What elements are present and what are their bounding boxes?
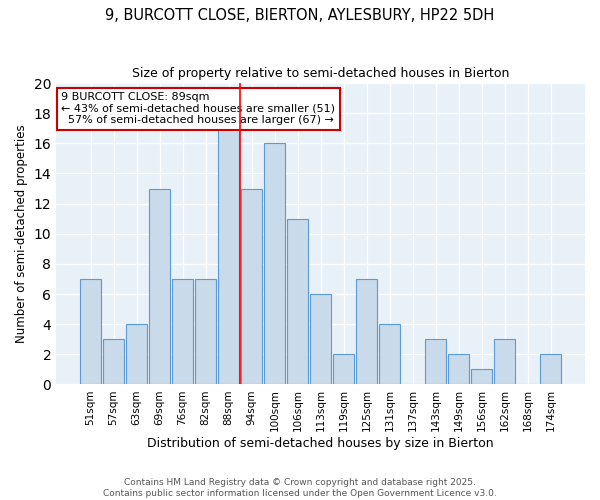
Bar <box>310 294 331 384</box>
Bar <box>425 339 446 384</box>
Bar <box>172 279 193 384</box>
Bar <box>494 339 515 384</box>
Bar <box>379 324 400 384</box>
Text: 9, BURCOTT CLOSE, BIERTON, AYLESBURY, HP22 5DH: 9, BURCOTT CLOSE, BIERTON, AYLESBURY, HP… <box>106 8 494 22</box>
Bar <box>149 188 170 384</box>
Bar <box>218 128 239 384</box>
Bar <box>80 279 101 384</box>
Bar <box>356 279 377 384</box>
Bar <box>264 144 285 384</box>
Bar <box>540 354 561 384</box>
Bar <box>126 324 147 384</box>
Bar <box>471 370 492 384</box>
Bar <box>103 339 124 384</box>
Bar <box>333 354 354 384</box>
Title: Size of property relative to semi-detached houses in Bierton: Size of property relative to semi-detach… <box>132 68 509 80</box>
Text: Contains HM Land Registry data © Crown copyright and database right 2025.
Contai: Contains HM Land Registry data © Crown c… <box>103 478 497 498</box>
Bar <box>195 279 216 384</box>
Bar <box>448 354 469 384</box>
X-axis label: Distribution of semi-detached houses by size in Bierton: Distribution of semi-detached houses by … <box>147 437 494 450</box>
Y-axis label: Number of semi-detached properties: Number of semi-detached properties <box>15 124 28 343</box>
Bar <box>241 188 262 384</box>
Bar <box>287 218 308 384</box>
Text: 9 BURCOTT CLOSE: 89sqm
← 43% of semi-detached houses are smaller (51)
  57% of s: 9 BURCOTT CLOSE: 89sqm ← 43% of semi-det… <box>61 92 335 126</box>
